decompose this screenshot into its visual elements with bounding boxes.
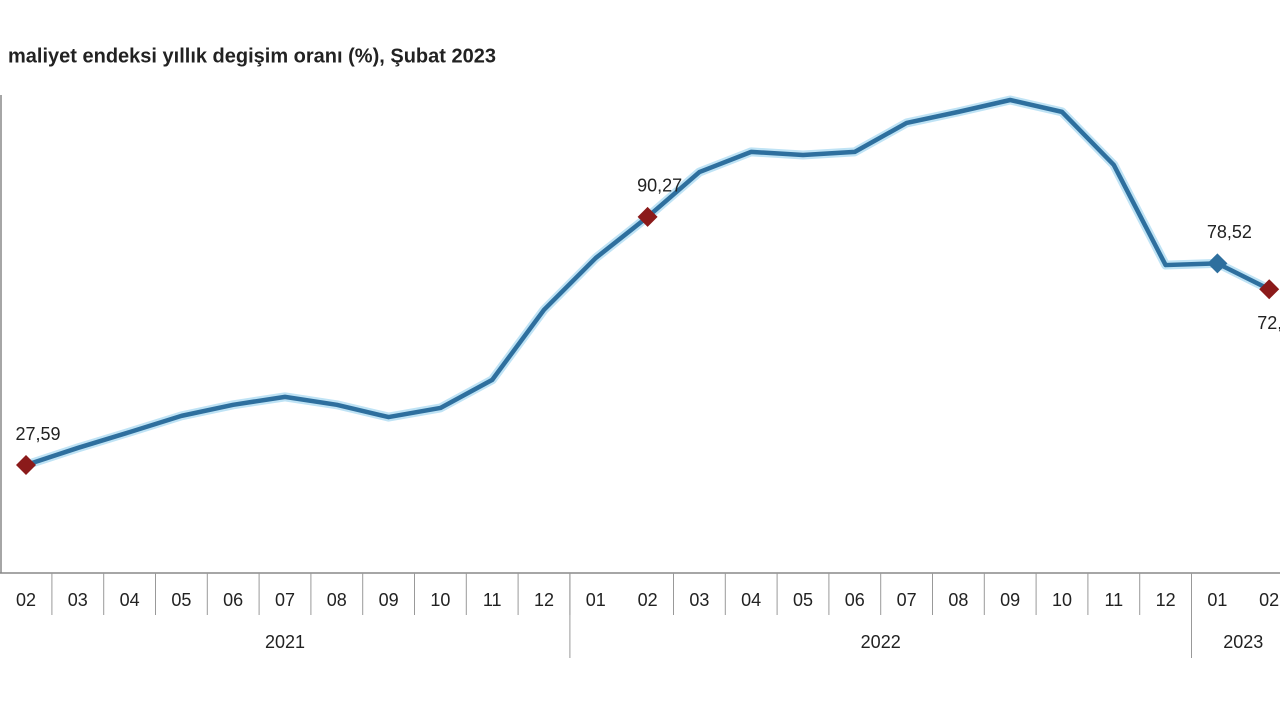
x-tick-label: 02 — [16, 590, 36, 610]
data-label: 27,59 — [15, 424, 60, 444]
x-tick-label: 04 — [120, 590, 140, 610]
x-tick-label: 01 — [1207, 590, 1227, 610]
x-tick-label: 01 — [586, 590, 606, 610]
x-tick-label: 07 — [897, 590, 917, 610]
x-tick-label: 05 — [793, 590, 813, 610]
x-tick-label: 11 — [1104, 590, 1123, 610]
data-label: 78,52 — [1207, 222, 1252, 242]
x-tick-label: 07 — [275, 590, 295, 610]
data-label: 90,27 — [637, 176, 682, 196]
x-tick-label: 04 — [741, 590, 761, 610]
x-tick-label: 10 — [1052, 590, 1072, 610]
x-tick-label: 03 — [689, 590, 709, 610]
x-tick-label: 06 — [845, 590, 865, 610]
group-label: 2023 — [1223, 632, 1263, 652]
x-tick-label: 10 — [430, 590, 450, 610]
marker — [16, 455, 36, 475]
chart-title: maliyet endeksi yıllık degişim oranı (%)… — [8, 45, 496, 67]
x-tick-label: 11 — [483, 590, 502, 610]
marker — [1259, 279, 1280, 300]
x-tick-label: 05 — [171, 590, 191, 610]
x-tick-label: 02 — [638, 590, 658, 610]
x-tick-label: 02 — [1259, 590, 1279, 610]
group-label: 2021 — [265, 632, 305, 652]
x-tick-label: 03 — [68, 590, 88, 610]
x-tick-label: 09 — [1000, 590, 1020, 610]
line — [25, 97, 1271, 468]
x-tick-label: 06 — [223, 590, 243, 610]
x-tick-label: 12 — [534, 590, 554, 610]
x-tick-label: 08 — [327, 590, 347, 610]
marker — [1207, 253, 1228, 274]
data-label: 72, — [1257, 313, 1280, 333]
marker — [637, 206, 658, 227]
x-tick-label: 12 — [1156, 590, 1176, 610]
x-tick-label: 08 — [948, 590, 968, 610]
group-label: 2022 — [861, 632, 901, 652]
x-tick-label: 09 — [379, 590, 399, 610]
